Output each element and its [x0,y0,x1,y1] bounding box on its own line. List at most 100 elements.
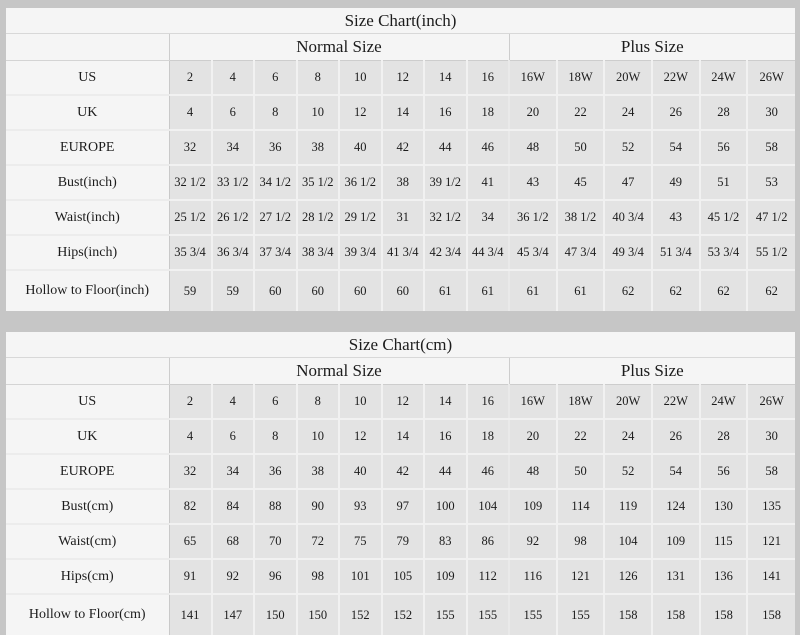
size-value-cell: 45 1/2 [699,200,749,236]
size-value-cell: 61 [509,270,558,311]
size-value-cell: 52 [604,130,653,166]
size-value-cell: 88 [254,489,298,525]
size-value-cell: 152 [381,594,425,635]
size-value-cell: 16 [466,384,510,420]
size-value-cell: 22 [556,419,606,455]
size-value-cell: 61 [556,270,606,311]
size-value-cell: 14 [424,60,468,96]
size-value-cell: 20W [604,60,653,96]
size-value-cell: 116 [509,559,558,595]
size-value-cell: 82 [169,489,213,525]
size-value-cell: 35 3/4 [169,235,213,271]
size-value-cell: 10 [296,419,340,455]
row-label: Waist(inch) [6,200,170,236]
size-value-cell: 38 1/2 [556,200,606,236]
size-value-cell: 45 3/4 [509,235,558,271]
size-value-cell: 43 [651,200,701,236]
size-value-cell: 155 [424,594,468,635]
size-value-cell: 8 [296,384,340,420]
size-value-cell: 14 [424,384,468,420]
size-value-cell: 47 3/4 [556,235,606,271]
size-value-cell: 43 [509,165,558,201]
size-value-cell: 98 [556,524,606,560]
plus-size-header: Plus Size [509,33,796,61]
table-row: Waist(inch) 25 1/2 26 1/2 27 1/2 28 1/2 29 1/… [6,200,796,236]
size-value-cell: 62 [651,270,701,311]
row-label: Hips(cm) [6,559,170,595]
size-value-cell: 6 [211,419,255,455]
row-label: Bust(inch) [6,165,170,201]
size-value-cell: 16W [509,60,558,96]
table-row: Bust(inch) 32 1/2 33 1/2 34 1/2 35 1/2 36 1/2… [6,165,796,201]
size-value-cell: 121 [747,524,795,560]
size-value-cell: 36 [254,130,298,166]
size-value-cell: 121 [556,559,606,595]
size-chart-inch-block: Size Chart(inch) Normal Size Plus Size US 2 4… [6,8,796,311]
size-value-cell: 16 [424,95,468,131]
row-label: Hollow to Floor(inch) [6,270,170,311]
size-value-cell: 65 [169,524,213,560]
size-value-cell: 93 [339,489,383,525]
row-label: US [6,384,170,420]
table-row: EUROPE 32 34 36 38 40 42 44 46 48 50 52 54 56 58 [6,454,795,490]
size-value-cell: 36 3/4 [211,235,255,271]
size-value-cell: 52 [604,454,653,490]
size-value-cell: 10 [339,60,383,96]
row-label: EUROPE [6,130,170,166]
size-value-cell: 104 [466,489,510,525]
size-value-cell: 8 [254,419,298,455]
normal-size-header: Normal Size [169,357,510,385]
row-label: Waist(cm) [6,524,170,560]
size-value-cell: 59 [169,270,213,311]
size-value-cell: 158 [747,594,795,635]
size-value-cell: 41 3/4 [381,235,425,271]
size-value-cell: 141 [747,559,795,595]
size-value-cell: 24W [699,60,749,96]
size-value-cell: 155 [509,594,558,635]
size-value-cell: 44 [424,454,468,490]
size-value-cell: 8 [254,95,298,131]
size-value-cell: 53 3/4 [699,235,749,271]
size-value-cell: 26W [747,384,795,420]
size-value-cell: 70 [254,524,298,560]
table-row: Hips(inch) 35 3/4 36 3/4 37 3/4 38 3/4 39 3/4… [6,235,796,271]
size-value-cell: 16W [509,384,558,420]
size-value-cell: 14 [381,419,425,455]
size-value-cell: 34 [211,454,255,490]
size-value-cell: 28 1/2 [296,200,340,236]
size-value-cell: 124 [651,489,701,525]
size-value-cell: 44 3/4 [466,235,510,271]
size-value-cell: 28 [699,419,749,455]
size-value-cell: 104 [604,524,653,560]
size-value-cell: 31 [381,200,425,236]
size-value-cell: 27 1/2 [254,200,298,236]
table-row: Hollow to Floor(inch) 59 59 60 60 60 60 61 61 61 6… [6,270,796,311]
size-value-cell: 51 3/4 [651,235,701,271]
size-value-cell: 10 [339,384,383,420]
size-value-cell: 62 [699,270,749,311]
size-value-cell: 158 [651,594,701,635]
size-value-cell: 41 [466,165,510,201]
size-value-cell: 47 1/2 [747,200,796,236]
size-value-cell: 79 [381,524,425,560]
size-value-cell: 24 [604,95,653,131]
size-value-cell: 68 [211,524,255,560]
size-value-cell: 14 [381,95,425,131]
row-label: Hollow to Floor(cm) [6,594,170,635]
size-value-cell: 155 [466,594,510,635]
size-value-cell: 28 [699,95,749,131]
size-value-cell: 135 [747,489,795,525]
size-value-cell: 115 [699,524,749,560]
size-value-cell: 131 [651,559,701,595]
size-value-cell: 49 [651,165,701,201]
size-value-cell: 42 [381,454,425,490]
size-value-cell: 50 [556,130,606,166]
size-value-cell: 46 [466,454,510,490]
size-value-cell: 36 1/2 [509,200,558,236]
size-value-cell: 34 1/2 [254,165,298,201]
size-value-cell: 32 [169,454,213,490]
size-value-cell: 72 [296,524,340,560]
size-value-cell: 4 [169,419,213,455]
size-value-cell: 39 3/4 [339,235,383,271]
size-value-cell: 22 [556,95,606,131]
